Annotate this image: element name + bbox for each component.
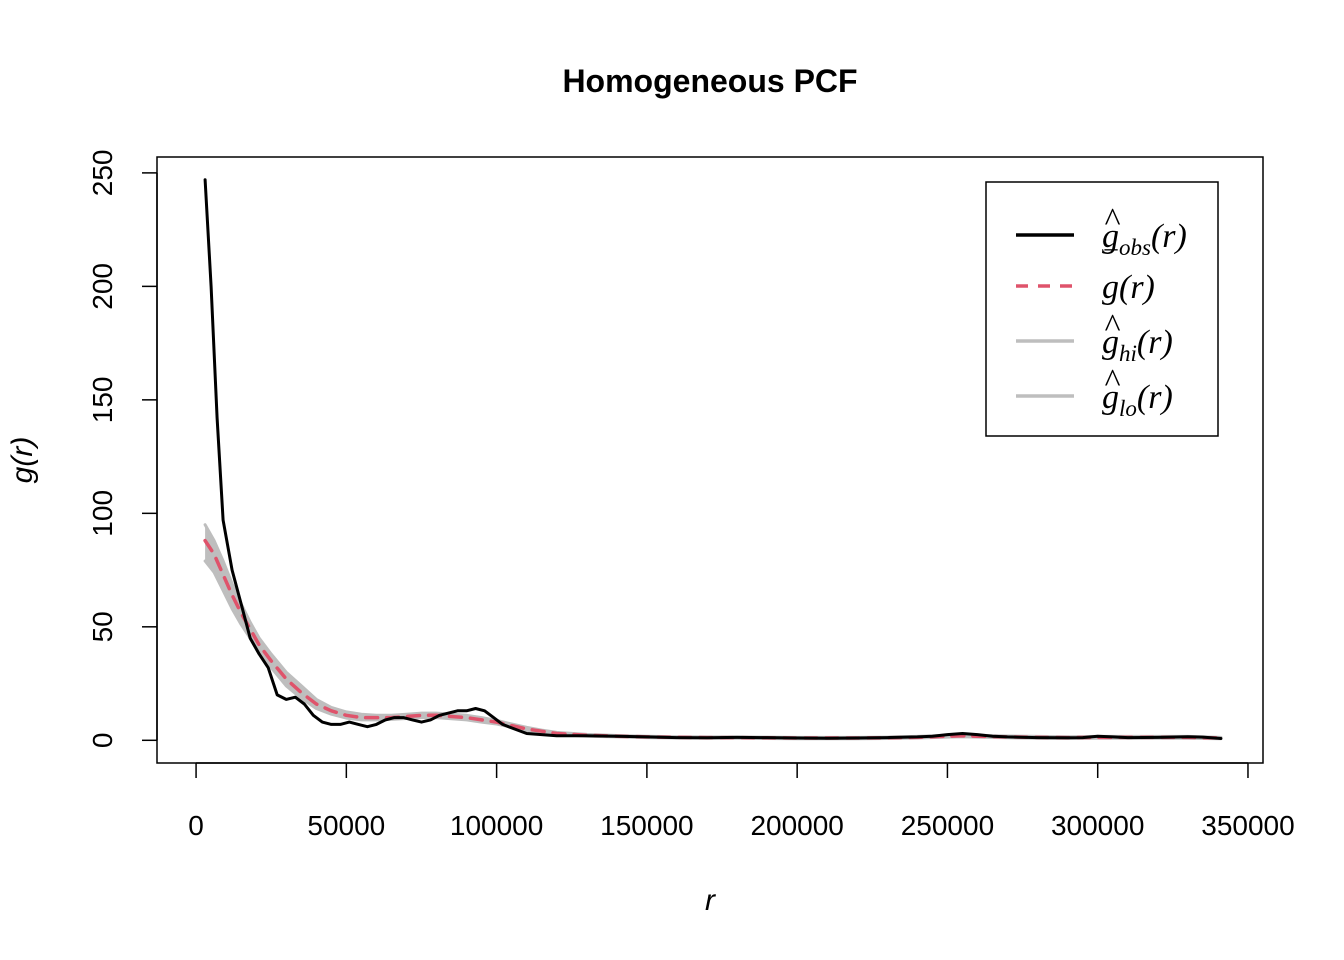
x-tick-label: 200000 — [750, 810, 843, 841]
legend-label-lo: glo(r) — [1102, 379, 1173, 421]
x-tick-label: 100000 — [450, 810, 543, 841]
x-tick-label: 250000 — [901, 810, 994, 841]
y-tick-label: 50 — [87, 611, 118, 642]
y-axis-label: g(r) — [6, 437, 39, 484]
y-tick-label: 200 — [87, 263, 118, 310]
legend-accent-hi: ^ — [1104, 308, 1121, 345]
legend-label-theo: g(r) — [1102, 269, 1155, 306]
y-tick-label: 100 — [87, 490, 118, 537]
series-layer — [203, 178, 1223, 741]
x-tick-label: 50000 — [307, 810, 385, 841]
legend-label-obs: gobs(r) — [1102, 218, 1187, 260]
y-tick-label: 250 — [87, 150, 118, 197]
legend-box — [985, 181, 1219, 437]
legend-label-hi: ghi(r) — [1102, 324, 1173, 366]
envelope-layer — [205, 524, 1221, 739]
x-axis: 0 50000 100000 150000 200000 250000 300000 3500… — [188, 762, 1295, 841]
y-tick-label: 0 — [87, 733, 118, 749]
series-line-lo — [203, 559, 1223, 741]
series-line-obs — [203, 178, 1223, 740]
y-tick-label: 150 — [87, 376, 118, 423]
legend-accent-theo: ‾ — [1104, 247, 1118, 284]
series-line-theo — [203, 538, 1223, 740]
chart-title: Homogeneous PCF — [562, 63, 857, 99]
legend: gobs(r)^g(r)‾ghi(r)^glo(r)^ — [985, 181, 1219, 437]
series-line-hi — [203, 523, 1223, 739]
y-axis: 0 50 100 150 200 250 — [87, 150, 158, 749]
x-tick-label: 300000 — [1051, 810, 1144, 841]
x-axis-label: r — [705, 884, 716, 917]
x-tick-label: 150000 — [600, 810, 693, 841]
x-tick-label: 350000 — [1201, 810, 1294, 841]
legend-accent-lo: ^ — [1104, 363, 1121, 400]
envelope-band — [205, 524, 1221, 739]
x-tick-label: 0 — [188, 810, 204, 841]
legend-accent-obs: ^ — [1104, 202, 1121, 239]
